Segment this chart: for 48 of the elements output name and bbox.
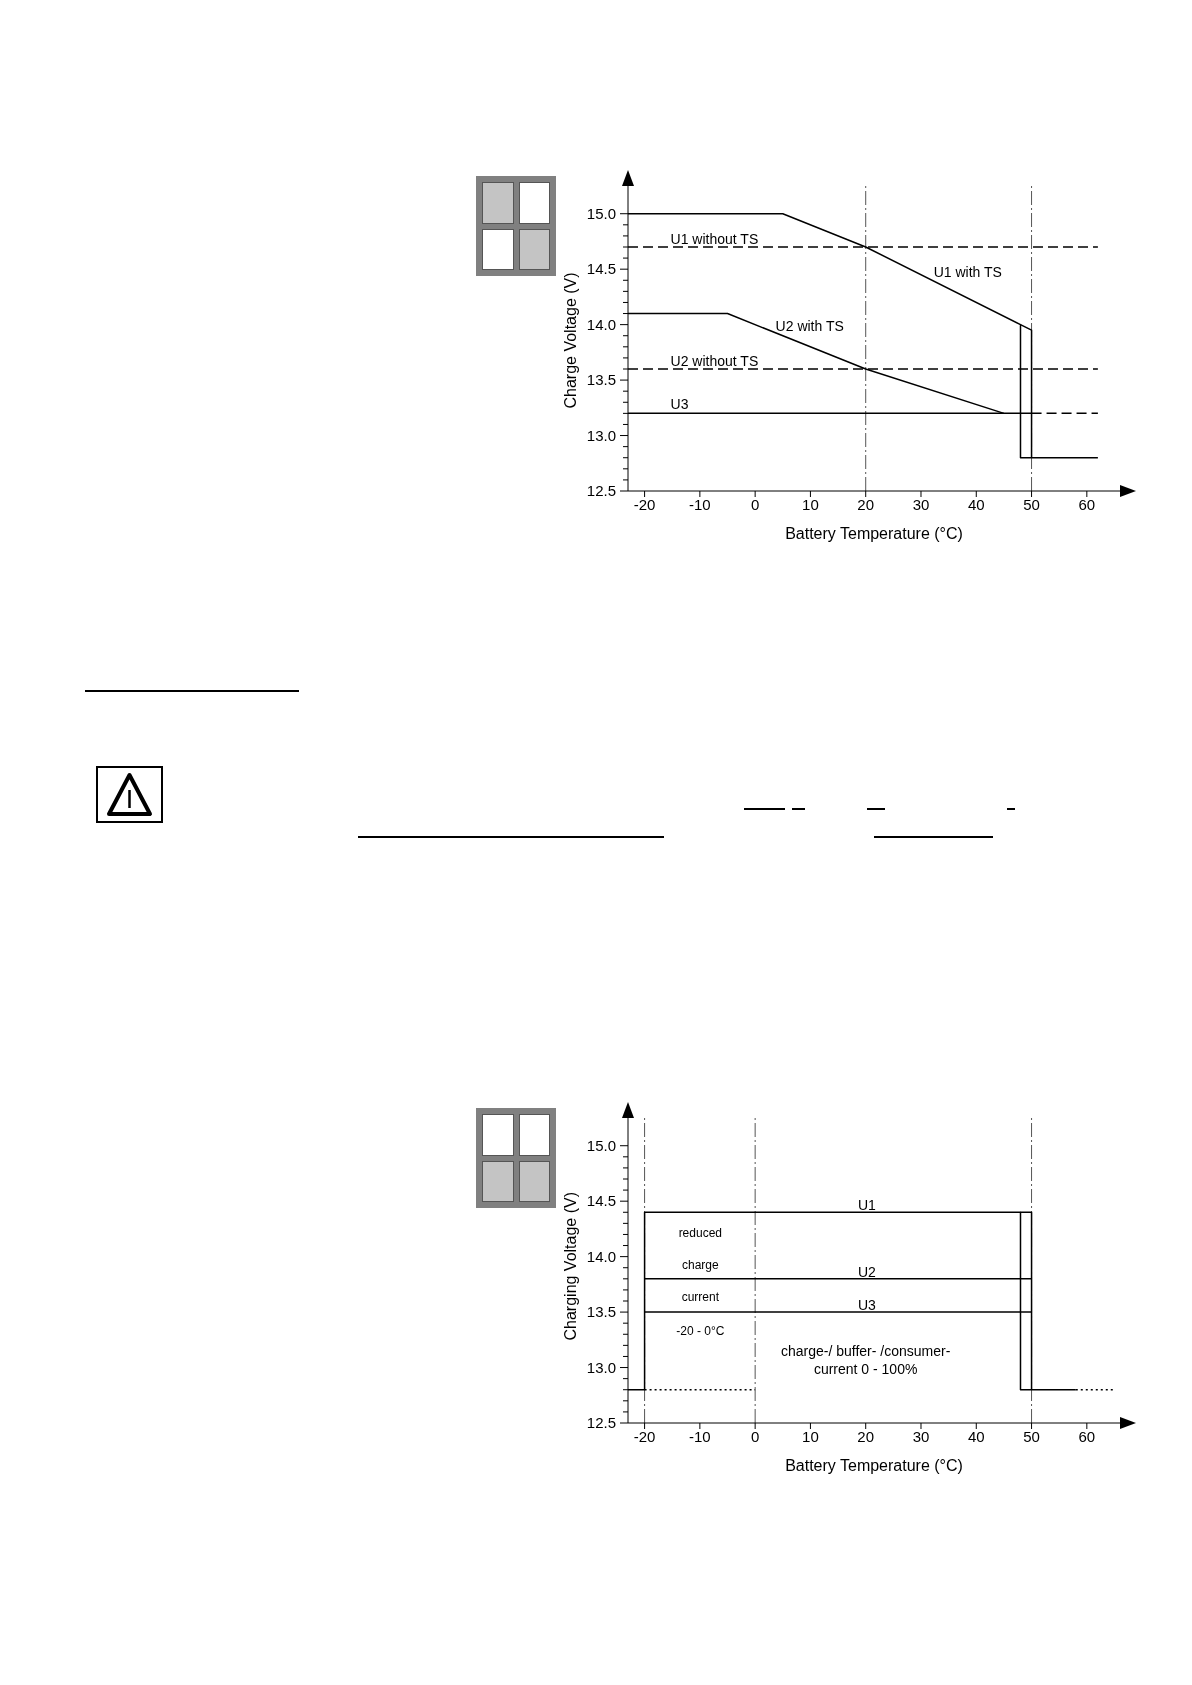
x-tick-label: 10	[802, 495, 819, 513]
x-tick-label: -20	[633, 1427, 656, 1445]
y-tick-label: 12.5	[586, 482, 616, 500]
x-tick-label: 30	[912, 495, 930, 513]
y-axis-title: Charge Voltage (V)	[561, 272, 579, 409]
y-tick-label: 13.0	[586, 1358, 616, 1376]
annotation: U1 without TS	[670, 230, 759, 247]
y-tick-label: 13.5	[586, 371, 616, 389]
annotation: U1 with TS	[933, 263, 1002, 280]
x-tick-label: 60	[1078, 1427, 1096, 1445]
y-tick-label: 15.0	[586, 204, 616, 222]
x-tick-label: 20	[857, 1427, 875, 1445]
y-tick-label: 14.0	[586, 1247, 616, 1265]
x-tick-label: -20	[633, 495, 656, 513]
x-tick-label: -10	[689, 1427, 711, 1445]
annotation: reduced	[678, 1225, 723, 1240]
y-tick-label: 13.5	[586, 1303, 616, 1321]
x-tick-label: -10	[689, 495, 711, 513]
x-tick-label: 40	[967, 1427, 985, 1445]
annotation: charge-/ buffer- /consumer-	[780, 1342, 951, 1359]
annotation: U3	[670, 395, 689, 412]
y-tick-label: 14.5	[586, 260, 616, 278]
x-tick-label: 50	[1023, 495, 1040, 513]
annotation: -20 - 0°C	[676, 1323, 725, 1338]
annotation: U2 with TS	[775, 318, 844, 335]
x-axis-title: Battery Temperature (°C)	[785, 1457, 963, 1474]
y-tick-label: 15.0	[586, 1136, 616, 1154]
annotation: U2 without TS	[670, 352, 759, 369]
x-axis-title: Battery Temperature (°C)	[785, 525, 963, 542]
annotation: U3	[857, 1296, 877, 1313]
x-tick-label: 0	[750, 1427, 760, 1445]
annotation: U1	[857, 1197, 877, 1214]
y-axis-title: Charging Voltage (V)	[561, 1191, 579, 1341]
y-tick-label: 14.5	[586, 1192, 616, 1210]
x-tick-label: 0	[750, 495, 760, 513]
x-tick-label: 30	[912, 1427, 930, 1445]
annotation: U2	[857, 1263, 877, 1280]
x-tick-label: 60	[1078, 495, 1096, 513]
y-tick-label: 13.0	[586, 426, 616, 444]
annotation: current	[681, 1290, 720, 1304]
annotation: current 0 - 100%	[813, 1361, 918, 1378]
x-tick-label: 40	[967, 495, 985, 513]
y-tick-label: 14.0	[586, 315, 616, 333]
x-tick-label: 10	[802, 1427, 819, 1445]
annotation: charge	[681, 1257, 719, 1272]
x-tick-label: 50	[1023, 1427, 1040, 1445]
y-tick-label: 12.5	[586, 1414, 616, 1432]
x-tick-label: 20	[857, 495, 875, 513]
